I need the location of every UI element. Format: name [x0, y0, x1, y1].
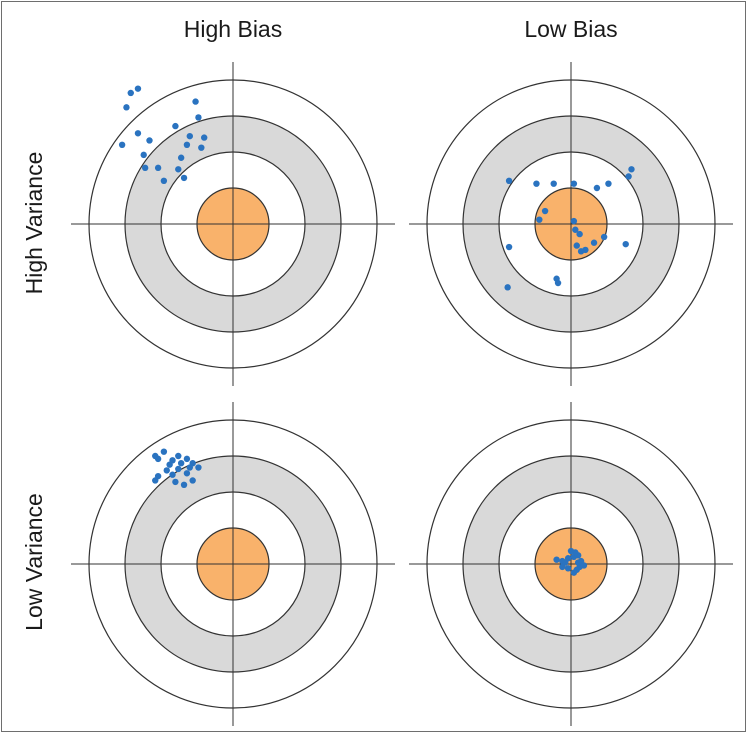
data-point — [577, 248, 585, 255]
data-point — [186, 132, 193, 140]
data-point — [180, 481, 188, 488]
data-point — [198, 144, 205, 151]
data-point — [550, 180, 557, 187]
data-point — [575, 559, 582, 566]
data-point — [541, 207, 549, 215]
data-point — [160, 177, 168, 184]
data-point — [505, 177, 513, 184]
data-point — [163, 467, 170, 474]
data-point — [160, 448, 168, 455]
target-low-bias-low-variance — [409, 402, 733, 726]
data-point — [169, 471, 176, 478]
data-point — [504, 284, 511, 291]
data-point — [175, 452, 182, 460]
data-point — [172, 122, 179, 130]
data-point — [183, 455, 191, 463]
data-point — [201, 134, 208, 141]
data-point — [536, 216, 543, 223]
data-point — [192, 98, 199, 105]
data-point — [175, 465, 182, 473]
data-point — [154, 164, 162, 172]
column-label-high-bias: High Bias — [183, 16, 283, 42]
data-point — [580, 562, 588, 569]
data-point — [180, 174, 188, 182]
data-point — [533, 180, 540, 187]
data-point — [123, 104, 130, 111]
data-point — [154, 455, 162, 463]
data-point — [570, 217, 578, 225]
data-point — [570, 180, 578, 187]
data-point — [183, 141, 191, 148]
row-label-high-variance: High Variance — [21, 151, 47, 295]
data-point — [590, 239, 598, 246]
target-low-bias-high-variance — [409, 62, 733, 386]
data-point — [141, 164, 149, 172]
data-point — [134, 130, 142, 137]
column-label-low-bias: Low Bias — [524, 16, 618, 42]
data-point — [593, 184, 601, 192]
data-point — [605, 180, 612, 187]
data-point — [175, 166, 182, 173]
data-point — [553, 556, 560, 563]
data-point — [134, 85, 142, 92]
data-point — [600, 233, 608, 241]
data-point — [505, 243, 513, 251]
data-point — [622, 240, 629, 248]
data-point — [177, 460, 185, 467]
data-point — [564, 565, 572, 572]
data-point — [567, 547, 575, 555]
data-point — [572, 226, 579, 233]
data-point — [189, 477, 196, 484]
data-point — [186, 464, 193, 471]
target-high-bias-low-variance — [71, 402, 395, 726]
data-point — [625, 173, 632, 180]
data-point — [118, 141, 126, 148]
data-point — [172, 478, 179, 486]
data-point — [127, 89, 134, 97]
data-point — [177, 154, 185, 161]
data-point — [166, 461, 173, 468]
data-point — [576, 230, 583, 238]
data-point — [195, 464, 202, 471]
data-point — [554, 279, 562, 287]
data-point — [146, 137, 153, 144]
data-point — [152, 477, 159, 484]
data-point — [183, 470, 191, 477]
data-point — [195, 114, 202, 121]
row-label-low-variance: Low Variance — [21, 493, 47, 631]
data-point — [140, 151, 147, 159]
target-high-bias-high-variance — [71, 62, 395, 386]
data-point — [628, 166, 635, 173]
data-point — [573, 242, 580, 249]
data-point — [570, 569, 578, 576]
data-point — [559, 563, 566, 571]
